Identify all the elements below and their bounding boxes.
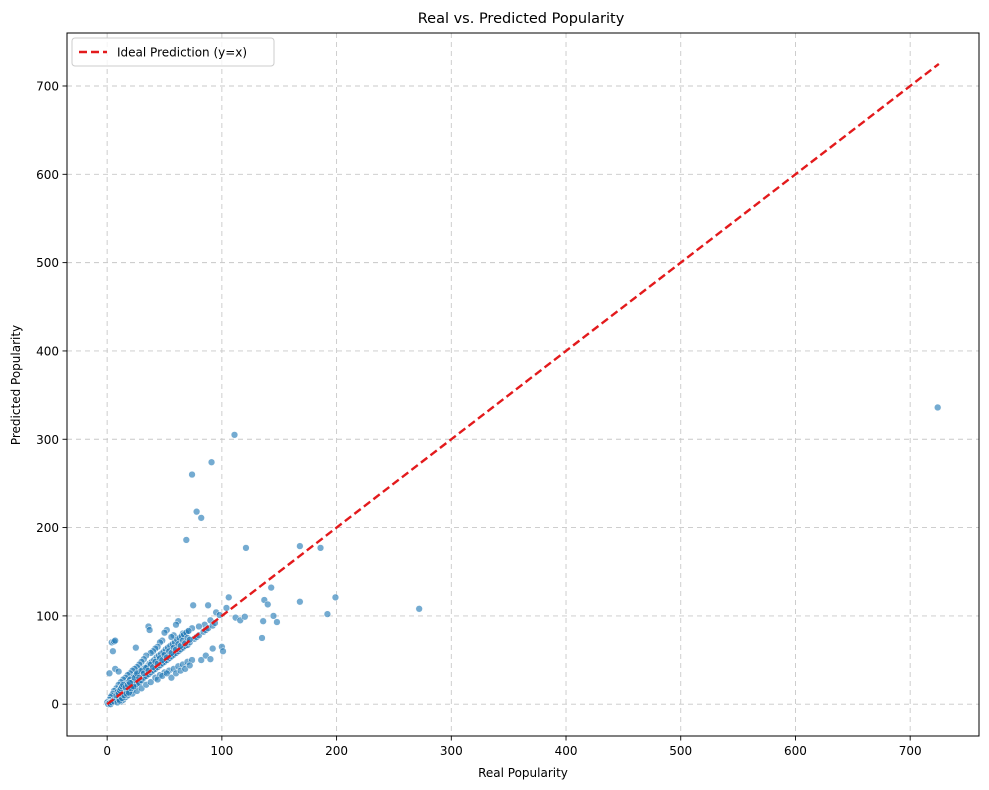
x-tick-label: 200 (325, 744, 348, 758)
scatter-point (145, 626, 154, 634)
scatter-point (192, 508, 201, 516)
x-tick-label: 500 (669, 744, 692, 758)
scatter-point (195, 622, 203, 631)
scatter-point (197, 514, 205, 522)
y-tick-label: 700 (36, 79, 59, 93)
scatter-point (207, 458, 216, 466)
scatter-point (259, 617, 267, 625)
scatter-point (331, 593, 340, 601)
x-tick-label: 100 (210, 744, 233, 758)
scatter-point (114, 667, 123, 676)
scatter-point (242, 544, 250, 552)
y-tick-label: 300 (36, 433, 59, 447)
x-tick-label: 400 (555, 744, 578, 758)
scatter-point (132, 644, 140, 652)
scatter-point (204, 601, 212, 609)
x-axis-label: Real Popularity (478, 766, 568, 780)
scatter-point (273, 618, 281, 626)
scatter-point (188, 470, 196, 479)
legend-box (71, 37, 275, 67)
scatter-point (222, 604, 231, 612)
scatter-point (934, 403, 942, 412)
scatter-point (267, 583, 275, 592)
ideal-prediction-line (106, 62, 940, 706)
scatter-point (206, 655, 215, 663)
scatter-point (189, 601, 197, 609)
x-axis-ticks: 0 100 200 300 400 500 600 700 (103, 736, 922, 758)
y-axis-ticks: 0 100 200 300 400 500 600 700 (36, 79, 67, 712)
scatter-point (105, 669, 114, 677)
scatter-point (160, 629, 169, 637)
scatter-point (184, 627, 193, 635)
scatter-point (296, 542, 304, 550)
scatter-point (109, 647, 117, 655)
y-tick-label: 600 (36, 168, 59, 182)
scatter-point (269, 612, 278, 620)
scatter-point (209, 644, 217, 653)
y-tick-label: 0 (51, 698, 59, 712)
scatter-point (163, 669, 171, 677)
scatter-point (241, 613, 249, 621)
legend-label: Ideal Prediction (y=x) (117, 46, 247, 60)
x-tick-label: 600 (784, 744, 807, 758)
scatter-point (111, 636, 119, 645)
x-tick-label: 700 (899, 744, 922, 758)
y-tick-label: 400 (36, 344, 59, 358)
x-tick-label: 0 (103, 744, 111, 758)
scatter-point (197, 656, 205, 664)
scatter-point (415, 605, 423, 613)
scatter-point (147, 678, 155, 686)
scatter-point (182, 536, 190, 544)
scatter-point (258, 634, 266, 642)
grid (67, 33, 979, 736)
scatter-point (167, 674, 176, 682)
scatter-point (230, 431, 239, 439)
scatter-point (264, 600, 272, 609)
plot-frame (66, 32, 980, 737)
y-tick-label: 200 (36, 521, 59, 535)
scatter-points (103, 403, 942, 708)
scatter-point (219, 647, 227, 655)
scatter-point (186, 661, 194, 669)
x-tick-label: 300 (440, 744, 463, 758)
y-tick-label: 500 (36, 256, 59, 270)
y-tick-label: 100 (36, 609, 59, 623)
y-axis-label: Predicted Popularity (9, 325, 23, 445)
scatter-point (225, 593, 233, 601)
scatter-point (323, 610, 332, 618)
scatter-point (172, 621, 180, 629)
chart-title: Real vs. Predicted Popularity (418, 11, 625, 27)
scatter-point (296, 598, 304, 606)
legend: Ideal Prediction (y=x) (71, 37, 275, 67)
scatter-point (316, 544, 325, 552)
